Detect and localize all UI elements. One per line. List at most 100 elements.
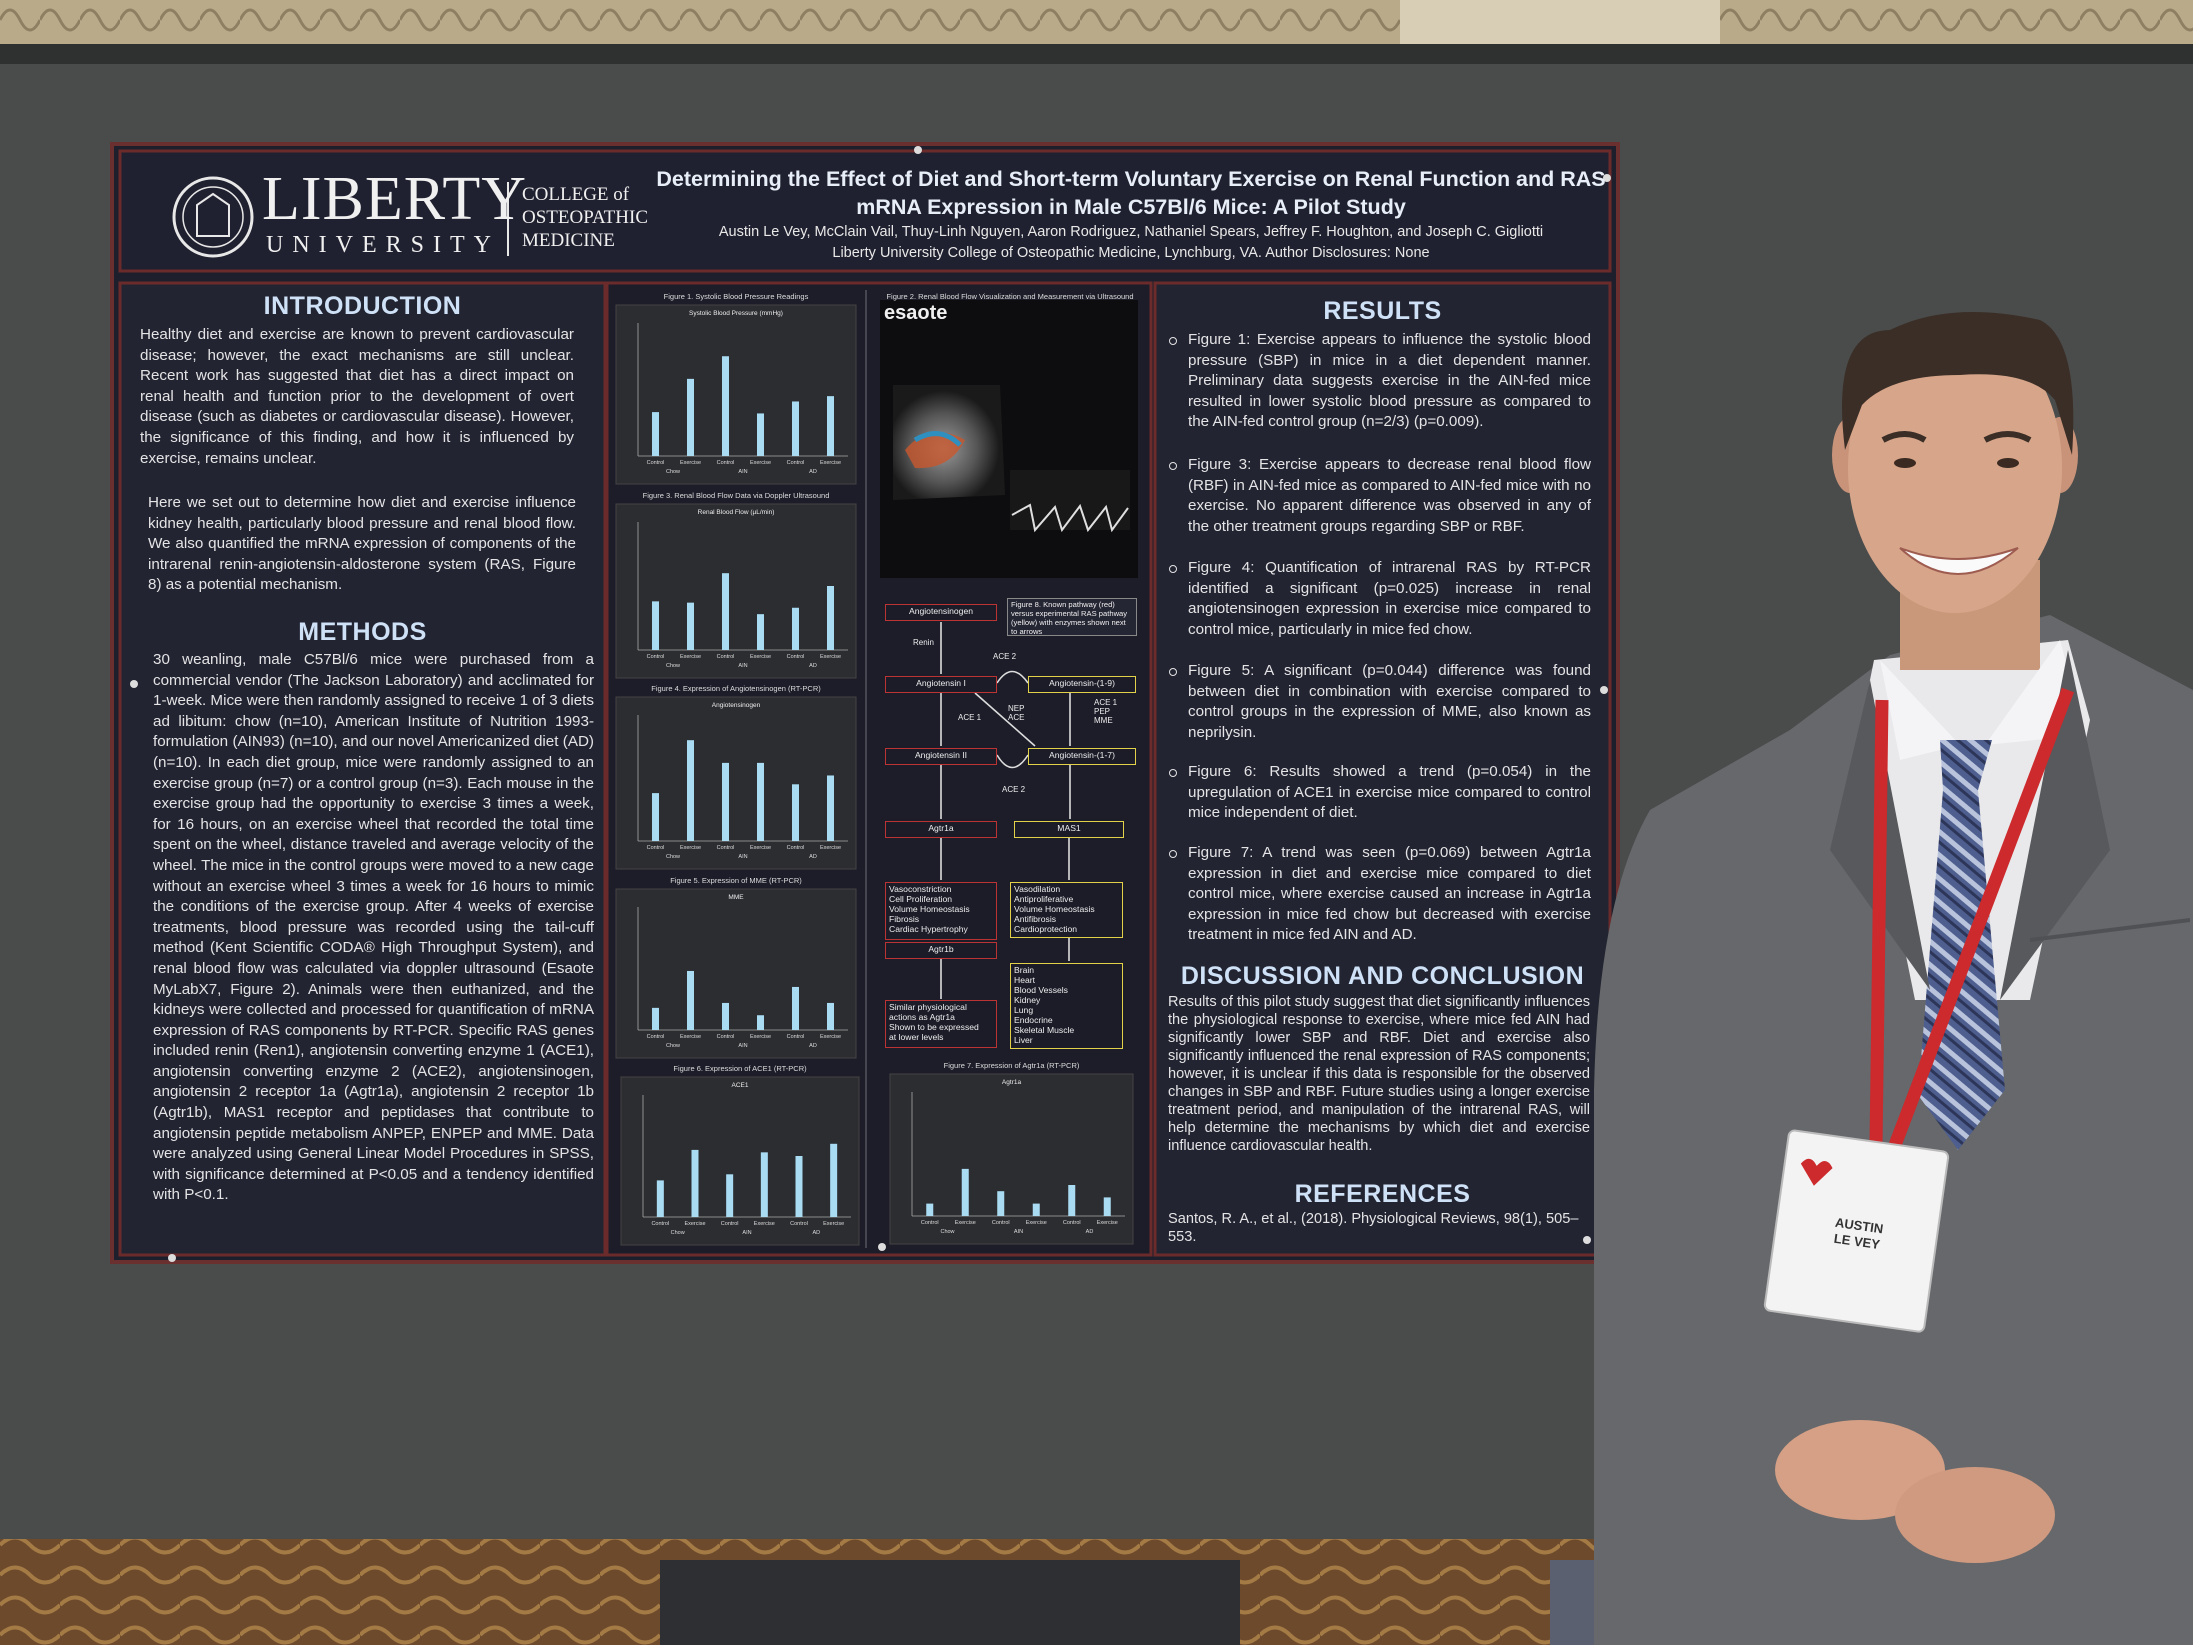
bar <box>687 740 694 841</box>
result-item: Figure 7: A trend was seen (p=0.069) bet… <box>1169 843 1591 946</box>
edge-label: Renin <box>913 638 934 647</box>
flow-node: MAS1 <box>1014 821 1124 838</box>
x-tick-label: Exercise <box>754 1221 775 1227</box>
x-tick-label: Exercise <box>684 1221 705 1227</box>
flow-node: Angiotensin I <box>885 676 997 693</box>
paragraph: 30 weanling, male C57Bl/6 mice were purc… <box>153 651 594 1204</box>
bar <box>1032 1203 1040 1216</box>
x-tick-label: Exercise <box>750 460 771 466</box>
college-line: OSTEOPATHIC <box>522 207 648 228</box>
bar <box>760 1152 768 1217</box>
x-tick-label: Control <box>647 1034 665 1040</box>
bar <box>827 1002 834 1030</box>
flow-line: (yellow) with enzymes shown next <box>1011 618 1126 627</box>
bar <box>792 986 799 1030</box>
group-label: Chow <box>666 663 680 669</box>
result-item: Figure 5: A significant (p=0.044) differ… <box>1169 661 1591 743</box>
x-tick-label: Control <box>787 845 805 851</box>
section-heading: REFERENCES <box>1294 1180 1471 1208</box>
college: COLLEGE of OSTEOPATHIC MEDICINE <box>522 183 648 252</box>
x-tick-label: Control <box>790 1221 808 1227</box>
chart-panel <box>615 503 857 679</box>
figure-title: Figure 1. Systolic Blood Pressure Readin… <box>664 292 809 301</box>
flow-node: Angiotensinogen <box>885 604 997 621</box>
bar <box>961 1168 969 1216</box>
x-tick-label: Exercise <box>1097 1220 1118 1226</box>
flow-line: Antiproliferative <box>1014 894 1074 904</box>
bar <box>726 1174 734 1217</box>
bar <box>652 412 659 456</box>
flow-node: Vasoconstriction Cell Proliferation Volume… <box>885 882 997 940</box>
flow-line: versus experimental RAS pathway <box>1011 609 1128 618</box>
x-tick-label: Control <box>717 460 735 466</box>
bar <box>1103 1197 1111 1216</box>
result-item: Figure 1: Exercise appears to influence … <box>1169 330 1591 433</box>
chart-title: Renal Blood Flow (µL/min) <box>698 509 775 516</box>
flow-node: Vasodilation Antiproliferative Volume Home… <box>1010 882 1123 938</box>
bar <box>687 378 694 456</box>
chart-title: Agtr1a <box>1002 1079 1022 1086</box>
flow-line: Agtr1b <box>928 944 954 954</box>
group-label: Chow <box>666 854 680 860</box>
flow-line: Angiotensin-(1-9) <box>1049 678 1115 688</box>
x-tick-label: Control <box>647 654 665 660</box>
flow-line: Angiotensinogen <box>908 606 974 616</box>
bar <box>757 413 764 456</box>
result-item: Figure 4: Quantification of intrarenal R… <box>1169 558 1591 640</box>
bar <box>687 602 694 650</box>
group-label: AIN <box>1014 1229 1023 1235</box>
group-label: AD <box>809 663 817 669</box>
edge-label: ACE 2 <box>993 652 1017 661</box>
flow-line: Shown to be expressed <box>889 1022 979 1032</box>
flow-line: Vasodilation <box>1014 884 1061 894</box>
flow-node: Agtr1b <box>885 942 997 959</box>
x-tick-label: Control <box>651 1221 669 1227</box>
x-tick-label: Exercise <box>750 1034 771 1040</box>
x-tick-label: Control <box>647 460 665 466</box>
section-heading: RESULTS <box>1323 297 1442 325</box>
bar <box>722 356 729 456</box>
bar <box>652 601 659 650</box>
x-tick-label: Control <box>717 845 735 851</box>
flow-line: Skeletal Muscle <box>1014 1025 1075 1035</box>
flow-line: Angiotensin-(1-7) <box>1049 750 1115 760</box>
chart-title: Systolic Blood Pressure (mmHg) <box>689 310 783 317</box>
group-label: AD <box>809 854 817 860</box>
group-label: Chow <box>671 1230 685 1236</box>
bar <box>757 762 764 841</box>
edge-label: ACE 1 PEP MME <box>1094 698 1118 725</box>
flow-line: Liver <box>1014 1035 1033 1045</box>
paragraph: Healthy diet and exercise are known to p… <box>140 326 574 467</box>
logo-name: LIBERTY <box>262 165 528 233</box>
bar <box>830 1143 838 1217</box>
x-tick-label: Exercise <box>680 654 701 660</box>
chart-title: MME <box>728 894 744 901</box>
group-label: Chow <box>666 469 680 475</box>
group-label: Chow <box>940 1229 954 1235</box>
edge-label: ACE 1 <box>958 713 982 722</box>
x-tick-label: Control <box>787 1034 805 1040</box>
bar <box>652 793 659 841</box>
bar <box>691 1149 699 1217</box>
flow-line: Similar physiological <box>889 1002 967 1012</box>
flow-line: Volume Homeostasis <box>1014 904 1095 914</box>
flow-node: Angiotensin-(1-9) <box>1028 676 1136 693</box>
bar <box>827 586 834 650</box>
bar <box>795 1156 803 1217</box>
bar <box>792 401 799 456</box>
flow-node: Angiotensin II <box>885 748 997 765</box>
x-tick-label: Control <box>1063 1220 1081 1226</box>
x-tick-label: Exercise <box>750 845 771 851</box>
flow-line: Heart <box>1014 975 1036 985</box>
flow-node: Angiotensin-(1-7) <box>1028 748 1136 765</box>
figure-title: Figure 6. Expression of ACE1 (RT-PCR) <box>673 1064 807 1073</box>
x-tick-label: Exercise <box>1026 1220 1047 1226</box>
flow-line: Antifibrosis <box>1014 914 1057 924</box>
bar <box>926 1203 934 1216</box>
flow-node: Brain Heart Blood Vessels Kidney Lung Endocri… <box>1010 963 1123 1049</box>
logo-sub: UNIVERSITY <box>266 232 500 258</box>
flow-node: Similar physiological actions as Agtr1a Sh… <box>885 1000 997 1048</box>
result-item: Figure 6: Results showed a trend (p=0.05… <box>1169 762 1591 824</box>
figure-title: Figure 2. Renal Blood Flow Visualization… <box>886 292 1134 301</box>
bar <box>1068 1185 1076 1216</box>
